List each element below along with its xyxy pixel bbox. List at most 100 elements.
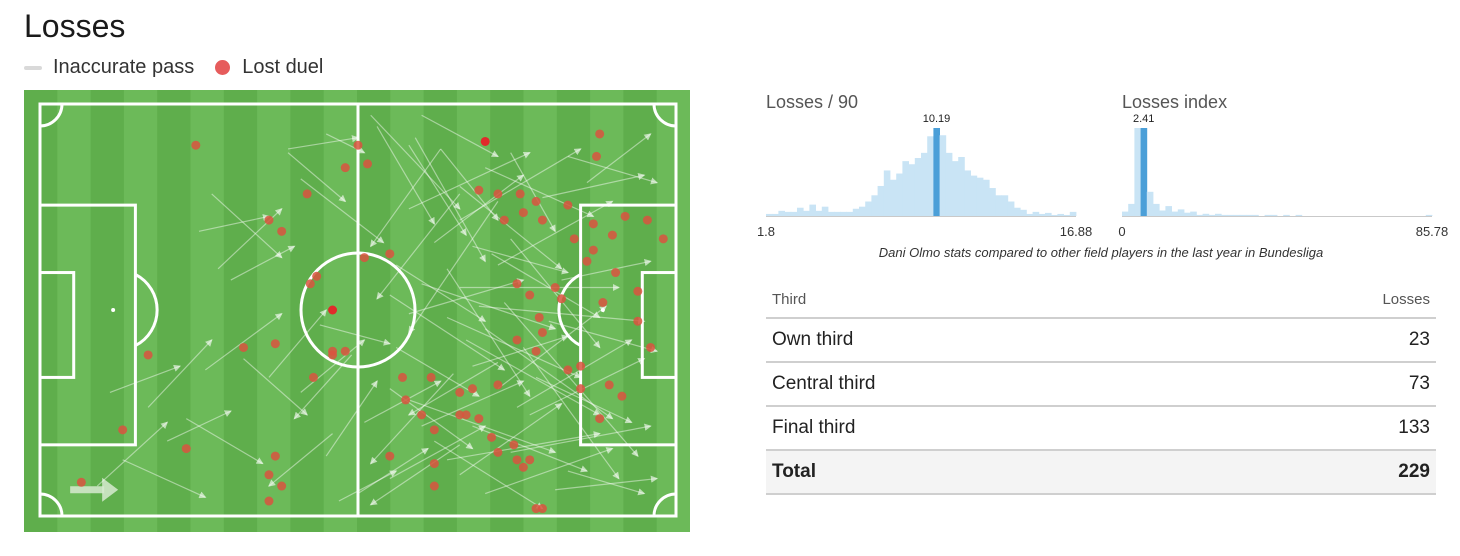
histogram-bar — [815, 210, 823, 216]
lost-duel-point — [592, 151, 601, 161]
inaccurate-pass-arrow — [567, 470, 646, 496]
histogram-bar — [834, 211, 841, 216]
histogram-bar — [1171, 211, 1179, 216]
histogram-bar — [983, 179, 990, 216]
histogram-bar — [1128, 203, 1135, 216]
table-total-row: Total 229 — [766, 450, 1436, 495]
histogram-bar — [908, 164, 916, 216]
histogram-bar — [1146, 191, 1154, 216]
lost-duel-point — [518, 208, 528, 218]
histogram-bar — [1001, 195, 1009, 216]
inaccurate-pass-arrow — [484, 328, 614, 420]
lost-duel-point — [143, 350, 153, 360]
pitch-stripe — [357, 90, 391, 532]
inaccurate-pass-arrow — [395, 346, 480, 397]
lost-duel-point — [474, 185, 484, 195]
third-name: Final third — [766, 406, 1209, 451]
inaccurate-pass-arrow — [376, 193, 461, 300]
inaccurate-pass-arrow — [268, 433, 333, 487]
inaccurate-pass-arrow — [408, 201, 499, 334]
histogram-bar — [1233, 214, 1241, 216]
inaccurate-pass-arrow — [147, 339, 213, 408]
lost-duel-point — [509, 440, 519, 450]
lost-duel-point — [264, 496, 274, 506]
lost-duel-point — [588, 245, 598, 255]
histogram-bar — [1239, 214, 1247, 216]
inaccurate-pass-arrow — [542, 172, 646, 199]
inaccurate-pass-arrow — [230, 245, 296, 281]
third-name: Central third — [766, 362, 1209, 407]
inaccurate-pass-arrow — [376, 126, 435, 225]
inaccurate-pass-arrow — [293, 354, 353, 420]
histogram-bar — [1063, 214, 1071, 216]
lost-duel-point — [308, 372, 318, 382]
lost-duel-point — [270, 451, 280, 461]
histogram-title: Losses index — [1122, 92, 1227, 112]
histogram-bar — [871, 195, 878, 216]
header-third: Third — [766, 285, 1209, 319]
histogram-bar — [1295, 214, 1303, 216]
lost-duel-point — [467, 384, 477, 394]
attack-direction-arrowhead — [102, 477, 119, 502]
inaccurate-pass-arrow — [510, 152, 556, 233]
comparison-caption: Dani Olmo stats compared to other field … — [878, 245, 1324, 260]
lost-duel-point — [537, 327, 547, 337]
inaccurate-pass-arrow — [516, 339, 633, 408]
table-row: Own third 23 — [766, 318, 1436, 363]
histogram-bar — [964, 170, 971, 216]
chart-title: Losses — [24, 8, 126, 44]
inaccurate-pass-arrow — [198, 214, 271, 232]
inaccurate-pass-arrow — [491, 253, 601, 319]
histogram-bar — [1184, 212, 1191, 216]
left-goal-area — [38, 271, 76, 379]
lost-duel-point — [181, 444, 191, 454]
histogram-bar — [877, 185, 885, 216]
corner-arc — [39, 492, 64, 517]
inaccurate-pass-arrow — [529, 358, 646, 416]
total-value: 229 — [1208, 450, 1436, 495]
lost-duel-point — [191, 140, 201, 150]
histogram-bar — [1202, 213, 1210, 216]
histogram-bar — [1215, 213, 1222, 216]
histogram-bar — [1208, 214, 1216, 216]
losses-value: 73 — [1208, 362, 1436, 407]
histogram-bar — [1069, 211, 1077, 216]
histogram-bar — [1165, 206, 1172, 216]
pitch-stripe — [456, 90, 491, 532]
right-goal-area — [640, 271, 678, 379]
lost-duel-point — [525, 455, 535, 465]
pitch-stripe — [190, 90, 225, 532]
lost-duel-point — [493, 189, 503, 199]
histogram-bar — [778, 210, 785, 216]
pitch-stripe — [623, 90, 658, 532]
inaccurate-pass-arrow — [433, 174, 525, 244]
lost-duel-point — [604, 380, 614, 390]
inaccurate-pass-arrow — [478, 305, 646, 325]
histogram-bar — [1122, 211, 1129, 216]
losses-per-90-histogram: Losses / 90 10.19 1.8 16.88 — [757, 92, 1092, 238]
inaccurate-pass-arrow — [522, 347, 620, 480]
histogram-bar — [1227, 214, 1234, 216]
x-tick-label: 85.78 — [1416, 224, 1449, 238]
inaccurate-pass-arrow — [389, 425, 487, 480]
pitch-stripe — [90, 90, 125, 532]
inaccurate-pass-arrow — [369, 373, 454, 465]
lost-duel-point — [595, 129, 605, 139]
third-name: Own third — [766, 318, 1209, 363]
histogram-bar — [952, 161, 959, 216]
histogram-bar — [1283, 214, 1290, 216]
inaccurate-pass-arrow — [414, 137, 486, 263]
lost-duel-point — [264, 215, 274, 225]
lost-duel-point — [537, 215, 547, 225]
left-penalty-spot — [111, 308, 116, 312]
inaccurate-pass-arrow — [407, 361, 499, 416]
lost-duel-point — [588, 219, 598, 229]
inaccurate-pass-arrow — [434, 440, 544, 510]
lost-duel-point — [429, 425, 439, 435]
histogram-bar — [1014, 207, 1021, 216]
histogram-highlight-label: 2.41 — [1133, 113, 1154, 125]
lost-duel-point — [480, 136, 490, 146]
x-tick-label: 0 — [1118, 224, 1125, 238]
lost-duel-point — [537, 504, 547, 514]
